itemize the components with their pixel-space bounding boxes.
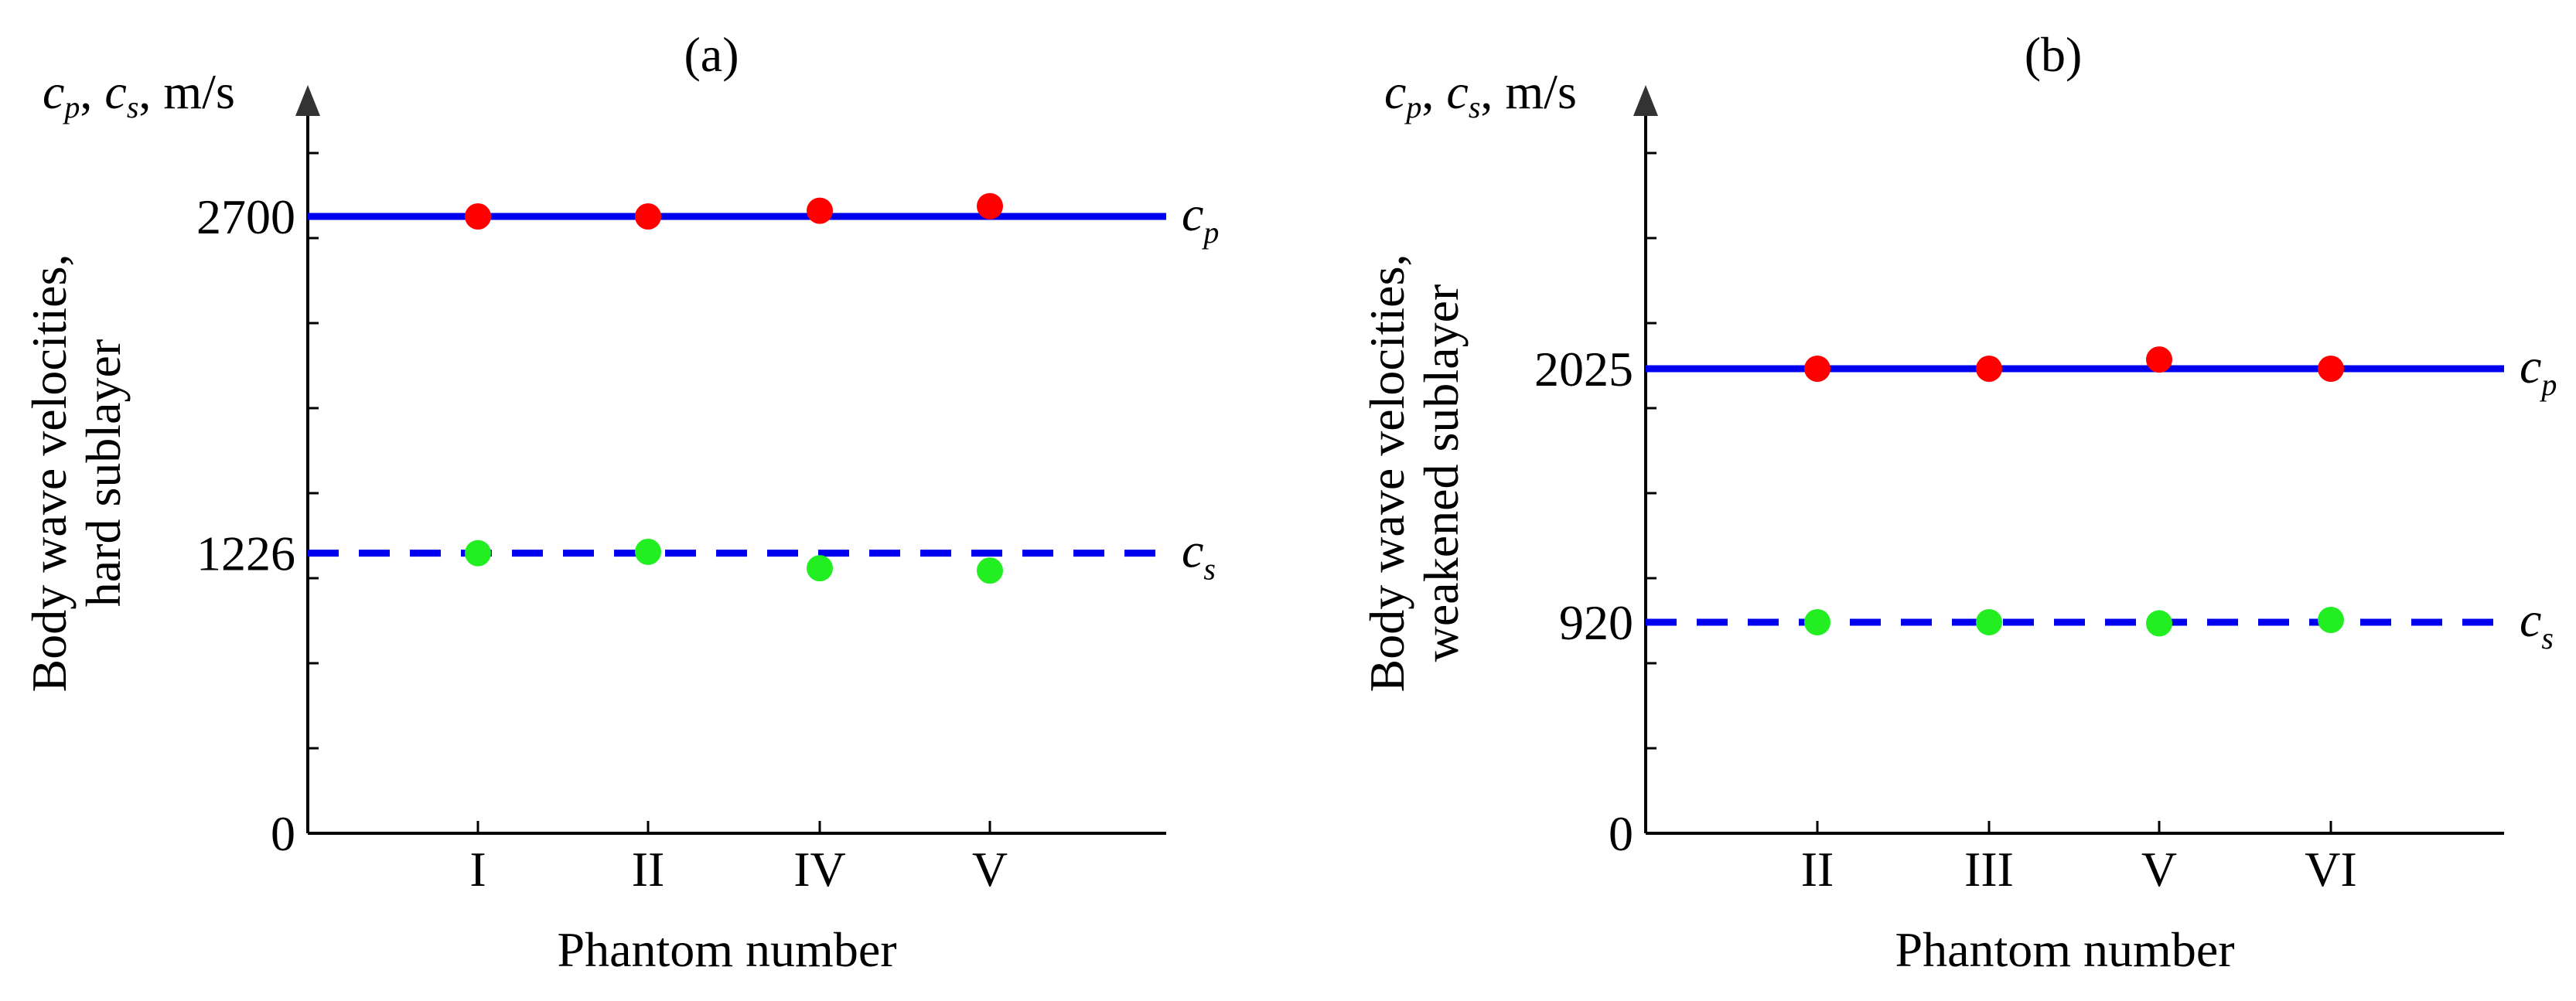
panel-a-y-minor-ticks <box>308 152 319 835</box>
panel-b-y-tick-labels: 0 920 2025 <box>1534 342 1660 861</box>
panel-a-title: (a) <box>684 27 739 82</box>
data-point-cs <box>2318 606 2344 633</box>
x-tick-label: I <box>469 842 486 897</box>
series-label-cs: cs <box>1182 523 1216 587</box>
data-point-cs <box>465 540 491 567</box>
y-tick-label: 2700 <box>196 189 295 244</box>
panel-b-series-labels: cp cs <box>2520 339 2557 655</box>
data-point-cs <box>1804 608 1830 635</box>
x-tick-label: VI <box>2305 842 2357 897</box>
panel-b-y-title-line2: weakened sublayer <box>1414 284 1469 662</box>
data-point-cp <box>465 203 491 230</box>
x-tick-label: V <box>2141 842 2177 897</box>
panel-a-y-title-line2: hard sublayer <box>76 339 131 608</box>
panel-a-y-title-line1: Body wave velocities, <box>22 254 77 693</box>
panel-b-y-unit: cp, cs, m/s <box>1384 64 1577 124</box>
panel-a-y-unit: cp, cs, m/s <box>43 64 235 124</box>
panel-b-x-ticks: II III V VI <box>1801 821 2357 897</box>
panel-a-x-ticks: I II IV V <box>469 821 1008 897</box>
panel-b-title: (b) <box>2025 27 2083 82</box>
panel-a: (a) cp, cs, m/s Body wave velocities, ha… <box>22 27 1219 977</box>
data-point-cp <box>807 197 833 224</box>
x-tick-label: V <box>972 842 1008 897</box>
data-point-cp <box>1976 356 2002 382</box>
panel-a-x-title: Phantom number <box>557 922 896 977</box>
panel-a-y-tick-labels: 0 1226 2700 <box>196 189 322 861</box>
x-tick-label: III <box>1964 842 2014 897</box>
panel-b-data-points <box>1804 346 2344 637</box>
y-tick-label: 0 <box>1609 806 1633 861</box>
series-label-cs: cs <box>2520 592 2554 655</box>
data-point-cp <box>977 192 1003 220</box>
series-label-cp: cp <box>2520 339 2557 402</box>
panel-b-reference-lines <box>1646 365 2504 626</box>
data-point-cs <box>1976 608 2002 635</box>
y-tick-label: 920 <box>1559 595 1633 650</box>
y-tick-label: 1226 <box>196 526 295 581</box>
y-tick-label: 0 <box>271 806 295 861</box>
series-label-cp: cp <box>1182 186 1219 250</box>
x-tick-label: IV <box>793 842 846 897</box>
panel-a-y-axis-arrow <box>295 85 320 116</box>
panel-b-x-title: Phantom number <box>1895 922 2234 977</box>
panel-b-y-axis-arrow <box>1633 85 1658 116</box>
data-point-cs <box>635 538 661 565</box>
panel-a-series-labels: cp cs <box>1182 186 1219 587</box>
panel-a-data-points <box>465 192 1003 584</box>
panel-a-reference-lines <box>308 213 1166 557</box>
data-point-cp <box>1804 356 1830 382</box>
x-tick-label: II <box>632 842 665 897</box>
panel-b-y-title-line1: Body wave velocities, <box>1360 254 1414 693</box>
data-point-cs <box>977 557 1003 584</box>
panel-b-y-minor-ticks <box>1646 152 1656 835</box>
data-point-cs <box>807 555 833 582</box>
y-tick-label: 2025 <box>1534 342 1633 397</box>
data-point-cp <box>2146 346 2172 373</box>
data-point-cp <box>2318 356 2344 382</box>
data-point-cp <box>635 203 661 230</box>
panel-b: (b) cp, cs, m/s Body wave velocities, we… <box>1360 27 2557 977</box>
data-point-cs <box>2146 610 2172 637</box>
x-tick-label: II <box>1801 842 1834 897</box>
